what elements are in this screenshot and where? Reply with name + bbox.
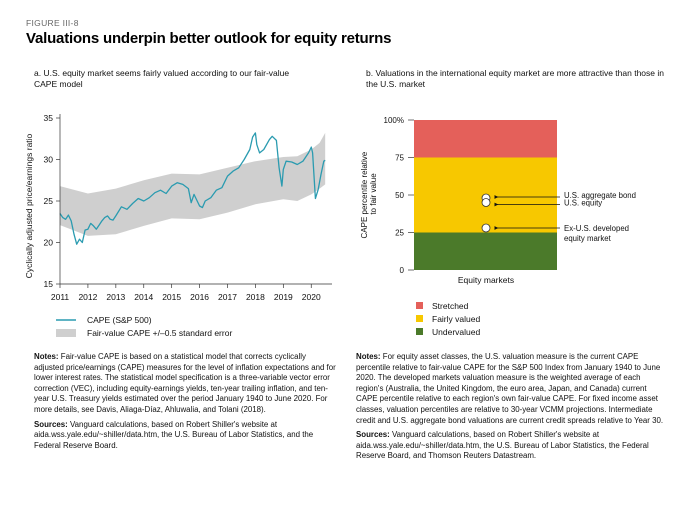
x-tick-label: 2013 xyxy=(106,292,125,302)
fair-value-band-area xyxy=(60,132,326,236)
y-axis-label-line2: to fair value xyxy=(369,173,378,215)
x-axis-label: Equity markets xyxy=(458,275,514,285)
legend-fairly-label: Fairly valued xyxy=(432,314,480,324)
valuation-percentile-chart: CAPE percentile relative to fair value 0… xyxy=(360,116,636,285)
y-axis-label: CAPE percentile relative to fair value xyxy=(360,150,378,239)
band-undervalued xyxy=(414,232,557,270)
annotation-label: equity market xyxy=(564,234,612,243)
notes-heading: Notes: xyxy=(34,352,59,361)
y-axis-label: Cyclically adjusted price/earnings ratio xyxy=(24,133,34,278)
panel-a-subtitle: a. U.S. equity market seems fairly value… xyxy=(34,68,290,89)
legend-band-swatch xyxy=(56,329,76,337)
cape-series-line xyxy=(59,132,326,245)
band-stretched xyxy=(414,120,557,158)
panel-b-legend: Stretched Fairly valued Undervalued xyxy=(416,301,480,337)
notes-text: Fair-value CAPE is based on a statistica… xyxy=(34,352,336,414)
y-tick-label: 0 xyxy=(400,266,405,275)
x-tick-label: 2018 xyxy=(246,292,265,302)
x-tick-label: 2014 xyxy=(134,292,153,302)
valuation-bands xyxy=(414,120,557,270)
y-tick-label: 20 xyxy=(44,238,54,248)
figure-label: FIGURE III-8 xyxy=(26,18,79,28)
annotation-label: U.S. equity xyxy=(564,199,602,208)
legend-line-label: CAPE (S&P 500) xyxy=(87,315,152,325)
x-tick-label: 2015 xyxy=(162,292,181,302)
panel-b-subtitle: b. Valuations in the international equit… xyxy=(366,68,664,89)
y-tick-label: 100% xyxy=(384,116,404,125)
x-tick-label: 2016 xyxy=(190,292,209,302)
y-axis-label-line1: CAPE percentile relative xyxy=(360,151,369,238)
legend-under-swatch xyxy=(416,328,423,335)
y-tick-labels: 0 25 50 75 100% xyxy=(384,116,414,275)
panel-a-notes: Notes: Fair-value CAPE is based on a sta… xyxy=(34,352,336,451)
y-tick-labels: 15 20 25 30 35 xyxy=(44,113,60,289)
annotation-label: Ex-U.S. developed xyxy=(564,224,629,233)
y-tick-label: 30 xyxy=(44,155,54,165)
x-tick-label: 2012 xyxy=(78,292,97,302)
legend-stretched-label: Stretched xyxy=(432,301,469,311)
panel-a-legend: CAPE (S&P 500) Fair-value CAPE +/–0.5 st… xyxy=(56,315,232,338)
y-tick-label: 35 xyxy=(44,113,54,123)
axes xyxy=(59,114,332,285)
legend-fairly-swatch xyxy=(416,315,423,322)
y-tick-label: 15 xyxy=(44,279,54,289)
cape-line-chart: Cyclically adjusted price/earnings ratio… xyxy=(24,113,332,302)
sources-text: Vanguard calculations, based on Robert S… xyxy=(34,419,314,450)
sources-text: Vanguard calculations, based on Robert S… xyxy=(356,430,649,461)
legend-band-label: Fair-value CAPE +/–0.5 standard error xyxy=(87,328,232,338)
x-tick-label: 2017 xyxy=(218,292,237,302)
notes-text: For equity asset classes, the U.S. valua… xyxy=(356,352,664,425)
y-tick-label: 25 xyxy=(44,196,54,206)
panel-b-notes: Notes: For equity asset classes, the U.S… xyxy=(356,352,668,462)
x-tick-label: 2020 xyxy=(302,292,321,302)
cape-line xyxy=(59,132,326,245)
marker-u-s-equity xyxy=(481,198,491,207)
figure-title: Valuations underpin better outlook for e… xyxy=(26,30,392,47)
marker-ex-u-s-developed-equity-market xyxy=(481,223,491,233)
legend-stretched-swatch xyxy=(416,302,423,309)
notes-heading: Notes: xyxy=(356,352,381,361)
x-tick-labels: 2011 2012 2013 2014 2015 2016 2017 2018 2019 2020 xyxy=(51,284,321,302)
y-tick-label: 75 xyxy=(395,154,404,163)
y-tick-label: 25 xyxy=(395,229,404,238)
annotation-label: U.S. aggregate bond xyxy=(564,191,636,200)
sources-heading: Sources: xyxy=(34,419,68,429)
x-tick-label: 2011 xyxy=(51,292,70,302)
fair-value-band xyxy=(60,132,326,236)
sources-heading: Sources: xyxy=(356,430,390,440)
legend-under-label: Undervalued xyxy=(432,327,480,337)
x-tick-label: 2019 xyxy=(274,292,293,302)
y-tick-label: 50 xyxy=(395,191,404,200)
